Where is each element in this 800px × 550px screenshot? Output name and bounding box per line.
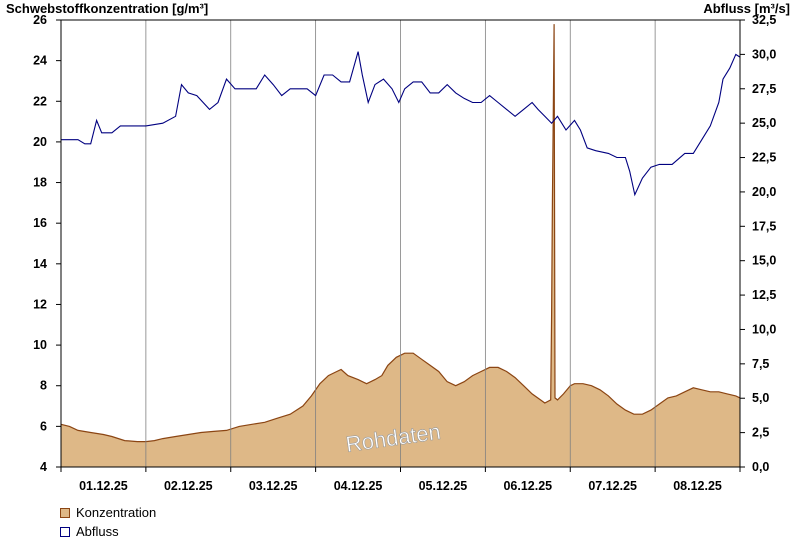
left-axis-title: Schwebstoffkonzentration [g/m³] bbox=[6, 1, 209, 16]
legend-label-abfluss: Abfluss bbox=[76, 524, 119, 539]
right-tick-label-30,0: 30,0 bbox=[752, 47, 776, 61]
left-tick-label-10: 10 bbox=[33, 338, 47, 352]
x-tick-label-0: 01.12.25 bbox=[79, 479, 128, 493]
right-tick-label-27,5: 27,5 bbox=[752, 82, 776, 96]
right-tick-label-12,5: 12,5 bbox=[752, 288, 776, 302]
series-abfluss-line bbox=[61, 51, 741, 197]
plot-frame bbox=[60, 19, 741, 468]
left-tick-label-16: 16 bbox=[33, 216, 47, 230]
right-tick-label-5,0: 5,0 bbox=[752, 391, 769, 405]
left-tick-label-24: 24 bbox=[33, 54, 47, 68]
left-tick-label-14: 14 bbox=[33, 257, 47, 271]
x-tick-label-5: 06.12.25 bbox=[503, 479, 552, 493]
right-tick-label-10,0: 10,0 bbox=[752, 322, 776, 336]
legend-item-abfluss: Abfluss bbox=[60, 524, 119, 539]
x-tick-label-2: 03.12.25 bbox=[249, 479, 298, 493]
x-tick-label-3: 04.12.25 bbox=[334, 479, 383, 493]
left-tick-label-8: 8 bbox=[40, 379, 47, 393]
right-tick-label-32,5: 32,5 bbox=[752, 13, 776, 27]
x-tick-label-7: 08.12.25 bbox=[673, 479, 722, 493]
left-tick-label-12: 12 bbox=[33, 297, 47, 311]
left-tick-label-18: 18 bbox=[33, 176, 47, 190]
right-tick-label-7,5: 7,5 bbox=[752, 357, 769, 371]
x-tick-label-6: 07.12.25 bbox=[588, 479, 637, 493]
x-tick-label-4: 05.12.25 bbox=[419, 479, 468, 493]
series-konzentration-line bbox=[60, 24, 741, 443]
legend-swatch-konzentration bbox=[60, 507, 70, 518]
right-tick-label-0,0: 0,0 bbox=[752, 460, 769, 474]
left-tick-label-22: 22 bbox=[33, 94, 47, 108]
left-tick-label-4: 4 bbox=[40, 460, 47, 474]
left-tick-label-20: 20 bbox=[33, 135, 47, 149]
legend-item-konzentration: Konzentration bbox=[60, 505, 156, 520]
left-tick-label-6: 6 bbox=[40, 419, 47, 433]
right-tick-label-20,0: 20,0 bbox=[752, 185, 776, 199]
right-axis-title: Abfluss [m³/s] bbox=[703, 1, 790, 16]
right-tick-label-15,0: 15,0 bbox=[752, 254, 776, 268]
right-tick-label-22,5: 22,5 bbox=[752, 151, 776, 165]
legend-swatch-abfluss bbox=[60, 526, 70, 537]
right-tick-label-2,5: 2,5 bbox=[752, 426, 769, 440]
x-tick-label-1: 02.12.25 bbox=[164, 479, 213, 493]
right-tick-label-25,0: 25,0 bbox=[752, 116, 776, 130]
legend-label-konzentration: Konzentration bbox=[76, 505, 157, 520]
right-tick-label-17,5: 17,5 bbox=[752, 219, 776, 233]
left-tick-label-26: 26 bbox=[33, 13, 47, 27]
